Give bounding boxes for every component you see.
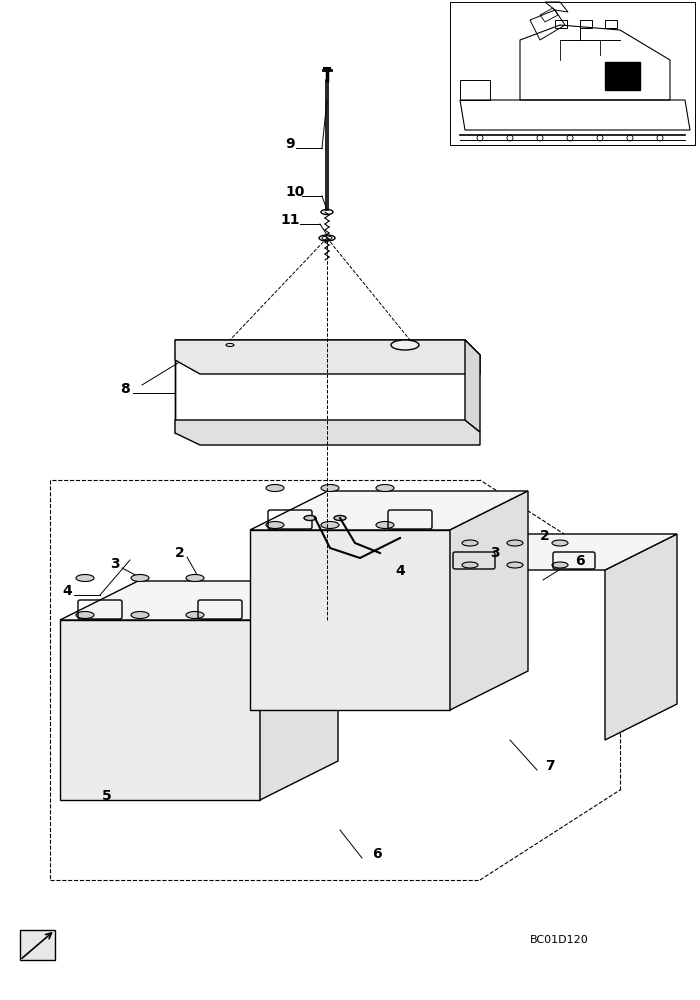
Ellipse shape (76, 574, 94, 582)
Ellipse shape (304, 516, 316, 520)
Ellipse shape (266, 485, 284, 491)
Text: 3: 3 (490, 546, 500, 560)
Bar (605, 20, 617, 28)
Ellipse shape (334, 516, 346, 520)
Text: 3: 3 (110, 557, 120, 571)
Polygon shape (250, 530, 450, 710)
Ellipse shape (266, 522, 284, 528)
Text: 8: 8 (120, 382, 130, 396)
Bar (580, 20, 592, 28)
Ellipse shape (391, 340, 419, 350)
Polygon shape (60, 581, 338, 620)
Ellipse shape (131, 611, 149, 618)
Ellipse shape (76, 611, 94, 618)
Ellipse shape (462, 562, 478, 568)
Polygon shape (605, 534, 677, 740)
Ellipse shape (376, 485, 394, 491)
Ellipse shape (226, 344, 234, 347)
Text: BC01D120: BC01D120 (530, 935, 589, 945)
Polygon shape (175, 340, 480, 355)
Text: 2: 2 (175, 546, 185, 560)
Bar (555, 20, 567, 28)
Text: 5: 5 (102, 789, 112, 803)
Text: 7: 7 (545, 759, 554, 773)
Polygon shape (175, 420, 480, 445)
Text: 4: 4 (62, 584, 71, 598)
Polygon shape (250, 491, 528, 530)
Polygon shape (175, 340, 480, 374)
Bar (605, 62, 640, 90)
Polygon shape (20, 930, 55, 960)
Ellipse shape (321, 485, 339, 491)
Ellipse shape (131, 574, 149, 582)
Text: 4: 4 (395, 564, 405, 578)
Ellipse shape (186, 574, 204, 582)
Text: 11: 11 (280, 213, 300, 227)
Ellipse shape (462, 540, 478, 546)
Polygon shape (465, 340, 480, 432)
Ellipse shape (507, 562, 523, 568)
Ellipse shape (376, 522, 394, 528)
Text: 6: 6 (372, 847, 382, 861)
Polygon shape (445, 534, 677, 570)
Polygon shape (60, 620, 260, 800)
Polygon shape (450, 491, 528, 710)
Ellipse shape (552, 562, 568, 568)
Text: 10: 10 (285, 185, 304, 199)
Text: 2: 2 (540, 529, 550, 543)
Text: 6: 6 (575, 554, 584, 568)
Ellipse shape (552, 540, 568, 546)
Ellipse shape (186, 611, 204, 618)
Ellipse shape (321, 522, 339, 528)
Text: 9: 9 (285, 137, 295, 151)
Polygon shape (260, 581, 338, 800)
Ellipse shape (507, 540, 523, 546)
